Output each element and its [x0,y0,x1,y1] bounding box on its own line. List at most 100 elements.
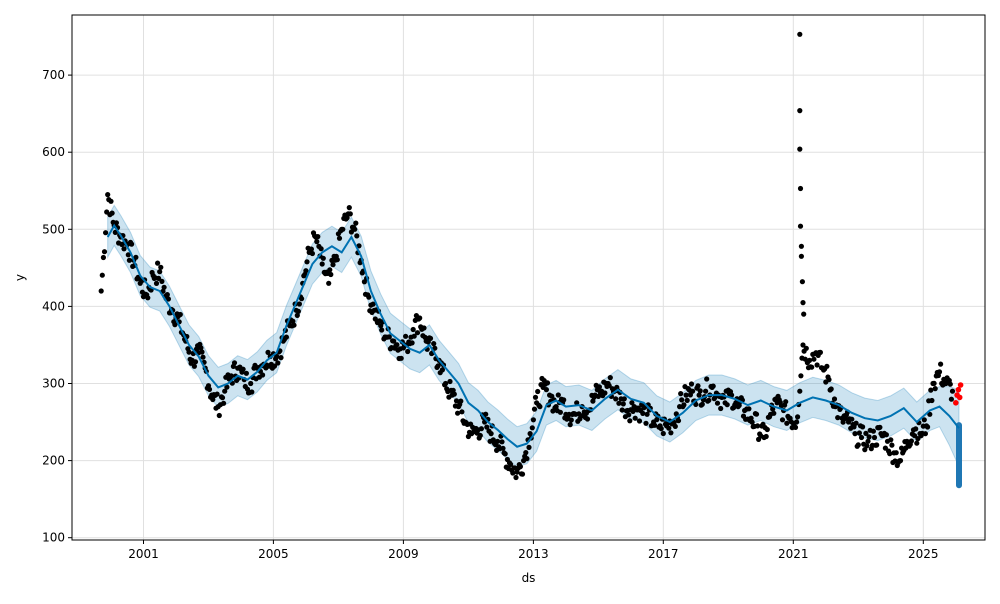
observed-point [794,419,800,425]
observed-point [334,257,340,263]
observed-point [543,387,550,393]
observed-point [729,392,735,398]
observed-point [177,311,183,318]
observed-point [632,415,638,421]
observed-point [109,210,115,216]
observed-point [330,262,336,268]
observed-point [531,406,538,412]
observed-point [153,280,160,286]
observed-point [897,458,904,464]
observed-point [129,241,135,247]
observed-point [811,356,817,362]
observed-point [275,360,281,366]
observed-point [644,411,650,417]
observed-point [524,456,530,462]
observed-point [828,386,834,392]
observed-point [346,205,352,211]
observed-point [453,398,460,404]
observed-point [248,380,254,387]
observed-point [172,322,178,328]
observed-point [303,268,309,274]
observed-point [121,246,127,252]
observed-point [421,325,427,331]
observed-point [240,366,246,372]
observed-point [386,334,392,340]
observed-point [748,415,754,421]
observed-point [949,388,956,394]
observed-point [265,349,271,355]
observed-point [840,419,846,425]
observed-spike-point [797,223,804,229]
x-tick-label: 2009 [388,547,419,561]
observed-point [718,405,724,412]
observed-point [849,416,855,422]
observed-point [763,433,769,440]
observed-point [403,333,409,339]
observed-point [100,254,106,261]
observed-point [336,235,343,241]
x-tick-label: 2025 [908,547,939,561]
observed-point [271,363,278,369]
observed-point [199,349,205,355]
observed-point [112,229,118,235]
observed-point [145,295,151,301]
observed-point [295,308,301,314]
observed-point [795,414,801,420]
observed-point [784,420,790,426]
observed-point [596,384,603,390]
observed-point [165,296,171,302]
observed-point [356,243,362,249]
observed-point [366,294,372,300]
observed-point [690,388,696,394]
observed-point [537,404,543,410]
observed-point [283,334,289,340]
plot-frame [71,14,986,541]
observed-point [414,330,421,336]
observed-spike-point [799,279,806,285]
observed-point [432,345,438,351]
observed-point [274,353,280,360]
observed-point [947,381,953,387]
observed-point [156,275,162,281]
observed-point [914,440,920,446]
observed-point [527,431,533,437]
observed-point [764,426,770,433]
observed-point [938,361,944,367]
x-axis-ticks: 2001 2005 2009 2013 2017 2021 2025 [128,540,939,561]
observed-point [243,370,249,376]
observed-point [535,388,541,395]
observed-point [517,464,524,470]
observed-point [613,396,619,402]
observed-point [928,387,934,393]
observed-spike-point [797,185,804,192]
forecast-line-layer [106,223,960,448]
recent-point [956,394,963,401]
observed-point [630,408,636,414]
observed-point [932,386,938,392]
observed-point [502,451,508,457]
observed-point [309,250,315,257]
observed-point [673,411,679,417]
observed-point [353,220,359,226]
observed-point [352,226,358,232]
x-tick-label: 2021 [778,547,809,561]
y-tick-label: 200 [42,454,65,468]
observed-point [221,400,227,406]
observed-point [835,415,841,421]
observed-point [627,418,633,424]
observed-point [658,426,664,432]
observed-point [626,412,632,418]
y-axis-label: y [13,274,27,281]
observed-point [561,397,567,403]
observed-point [798,373,804,379]
observed-point [948,396,955,402]
observed-point [749,419,755,425]
y-tick-label: 600 [42,145,65,159]
observed-point [660,430,666,437]
observed-point [724,402,730,408]
observed-point [684,397,690,403]
observed-point [113,220,119,226]
observed-point [883,432,890,438]
x-tick-label: 2017 [648,547,679,561]
observed-point [191,363,197,369]
